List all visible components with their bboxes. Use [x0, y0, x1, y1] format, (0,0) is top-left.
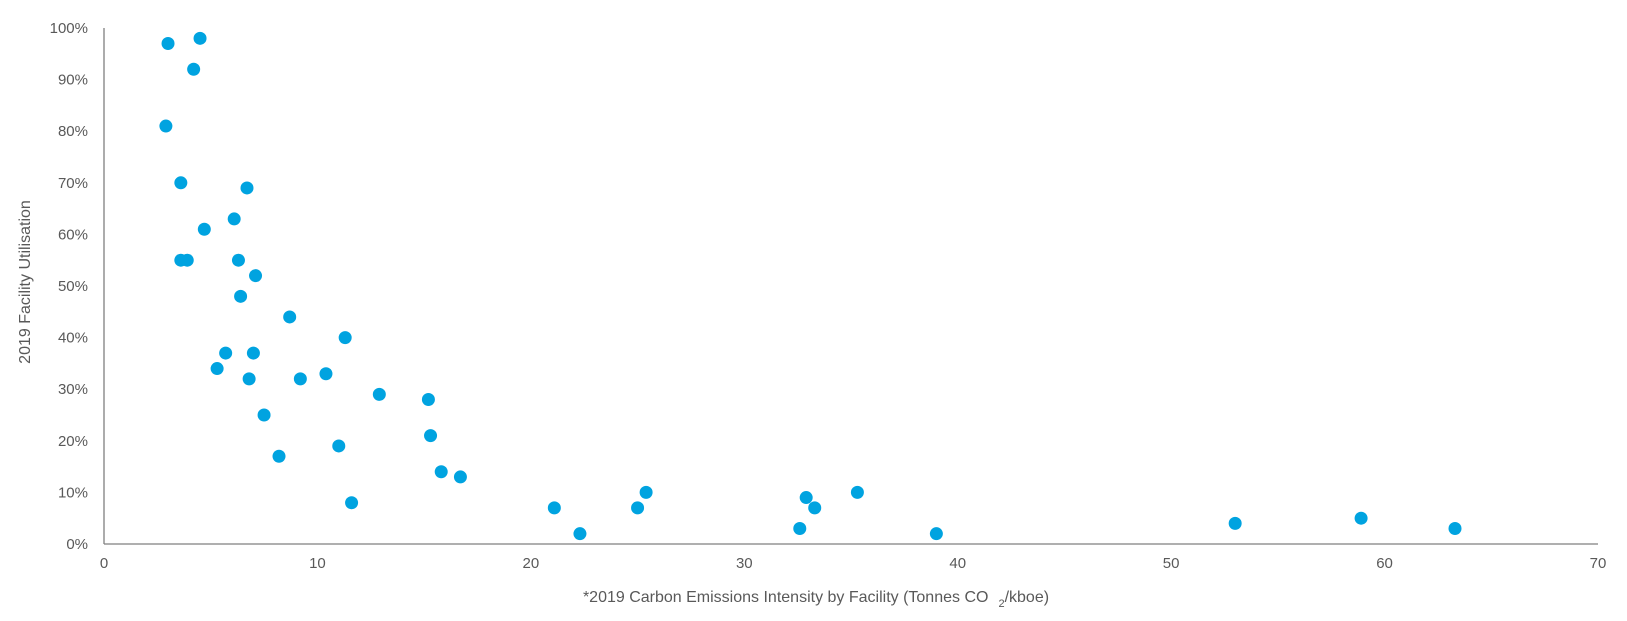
- y-tick-label: 70%: [58, 175, 88, 192]
- y-tick-label: 100%: [50, 20, 88, 37]
- data-point: [345, 496, 359, 510]
- data-point: [210, 362, 224, 376]
- data-point: [808, 501, 822, 515]
- data-point: [1354, 511, 1368, 525]
- data-point: [174, 176, 188, 190]
- data-point: [231, 253, 245, 267]
- y-tick-label: 50%: [58, 278, 88, 295]
- data-point: [573, 527, 587, 541]
- data-point: [338, 331, 352, 345]
- data-point: [453, 470, 467, 484]
- data-point: [793, 522, 807, 536]
- x-tick-label: 30: [736, 555, 753, 572]
- y-tick-labels: 0% 10% 20% 30% 40% 50% 60% 70% 80% 90% 100%: [50, 20, 88, 553]
- data-point: [1228, 516, 1242, 530]
- y-tick-label: 10%: [58, 484, 88, 501]
- x-tick-labels: 0 10 20 30 40 50 60 70: [100, 555, 1607, 572]
- data-point: [227, 212, 241, 226]
- data-point: [1448, 522, 1462, 536]
- data-point: [372, 387, 386, 401]
- x-axis-title-main: *2019 Carbon Emissions Intensity by Faci…: [583, 589, 989, 606]
- data-point: [850, 485, 864, 499]
- y-tick-label: 80%: [58, 123, 88, 140]
- y-tick-label: 20%: [58, 433, 88, 450]
- data-point: [161, 36, 175, 50]
- data-point: [246, 346, 260, 360]
- data-point: [434, 465, 448, 479]
- x-tick-label: 60: [1376, 555, 1393, 572]
- data-point: [193, 31, 207, 45]
- x-axis-title-suffix: /kboe): [1005, 589, 1049, 606]
- data-point: [234, 289, 248, 303]
- data-point: [293, 372, 307, 386]
- data-point: [283, 310, 297, 324]
- data-point: [219, 346, 233, 360]
- x-tick-label: 40: [949, 555, 966, 572]
- y-axis-title-group: 2019 Facility Utilisation: [17, 200, 34, 364]
- data-point: [272, 449, 286, 463]
- y-tick-label: 60%: [58, 226, 88, 243]
- data-point: [421, 393, 435, 407]
- data-point: [929, 527, 943, 541]
- data-point: [159, 119, 173, 133]
- data-point: [639, 485, 653, 499]
- x-tick-label: 10: [309, 555, 326, 572]
- y-tick-label: 40%: [58, 330, 88, 347]
- data-point: [424, 429, 438, 443]
- data-point: [197, 222, 211, 236]
- data-point: [187, 62, 201, 76]
- data-point: [242, 372, 256, 386]
- data-point: [631, 501, 645, 515]
- data-point: [547, 501, 561, 515]
- y-tick-label: 30%: [58, 381, 88, 398]
- data-point: [319, 367, 333, 381]
- x-axis-title: *2019 Carbon Emissions Intensity by Faci…: [583, 589, 1049, 610]
- data-points: [159, 31, 1462, 541]
- x-axis-title-subscript: 2: [998, 598, 1004, 610]
- y-axis-title: 2019 Facility Utilisation: [17, 200, 34, 364]
- x-tick-label: 0: [100, 555, 108, 572]
- x-tick-label: 50: [1163, 555, 1180, 572]
- y-tick-label: 0%: [66, 536, 88, 553]
- data-point: [332, 439, 346, 453]
- y-tick-label: 90%: [58, 72, 88, 89]
- x-tick-label: 70: [1590, 555, 1607, 572]
- data-point: [257, 408, 271, 422]
- data-point: [180, 253, 194, 267]
- x-tick-label: 20: [523, 555, 540, 572]
- data-point: [249, 269, 263, 283]
- data-point: [799, 491, 813, 505]
- data-point: [240, 181, 254, 195]
